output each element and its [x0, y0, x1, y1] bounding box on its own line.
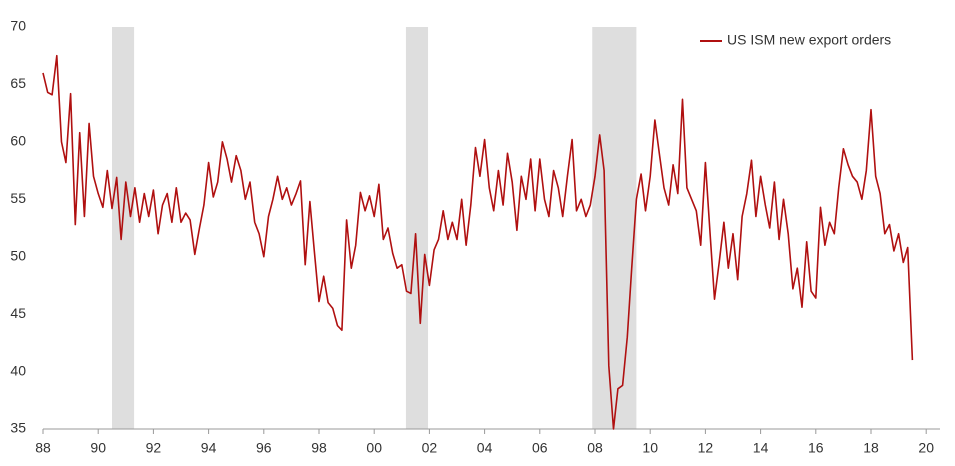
y-tick-label: 55: [10, 190, 26, 206]
y-tick-label: 60: [10, 133, 26, 149]
shaded-region: [592, 27, 637, 429]
y-tick-label: 70: [10, 18, 26, 34]
x-tick-label: 12: [698, 440, 714, 456]
x-tick-label: 94: [201, 440, 217, 456]
series-line: [42, 54, 914, 430]
shaded-region: [405, 27, 429, 429]
y-tick-label: 65: [10, 75, 26, 91]
y-tick-label: 40: [10, 362, 26, 378]
x-tick-label: 98: [311, 440, 327, 456]
x-tick-label: 14: [753, 440, 769, 456]
x-tick-label: 20: [918, 440, 934, 456]
legend-label: US ISM new export orders: [727, 32, 891, 48]
y-tick-label: 45: [10, 305, 26, 321]
x-tick-label: 02: [422, 440, 438, 456]
x-tick-label: 16: [808, 440, 824, 456]
x-tick-label: 08: [587, 440, 603, 456]
x-tick-label: 04: [477, 440, 493, 456]
x-tick-label: 92: [146, 440, 162, 456]
x-tick-label: 06: [532, 440, 548, 456]
x-tick-label: 88: [35, 440, 51, 456]
shaded-region: [112, 27, 135, 429]
x-tick-label: 00: [366, 440, 382, 456]
x-tick-label: 96: [256, 440, 272, 456]
x-tick-label: 10: [642, 440, 658, 456]
x-tick-label: 90: [90, 440, 106, 456]
y-tick-label: 35: [10, 420, 26, 436]
x-tick-label: 18: [863, 440, 879, 456]
y-tick-label: 50: [10, 247, 26, 263]
